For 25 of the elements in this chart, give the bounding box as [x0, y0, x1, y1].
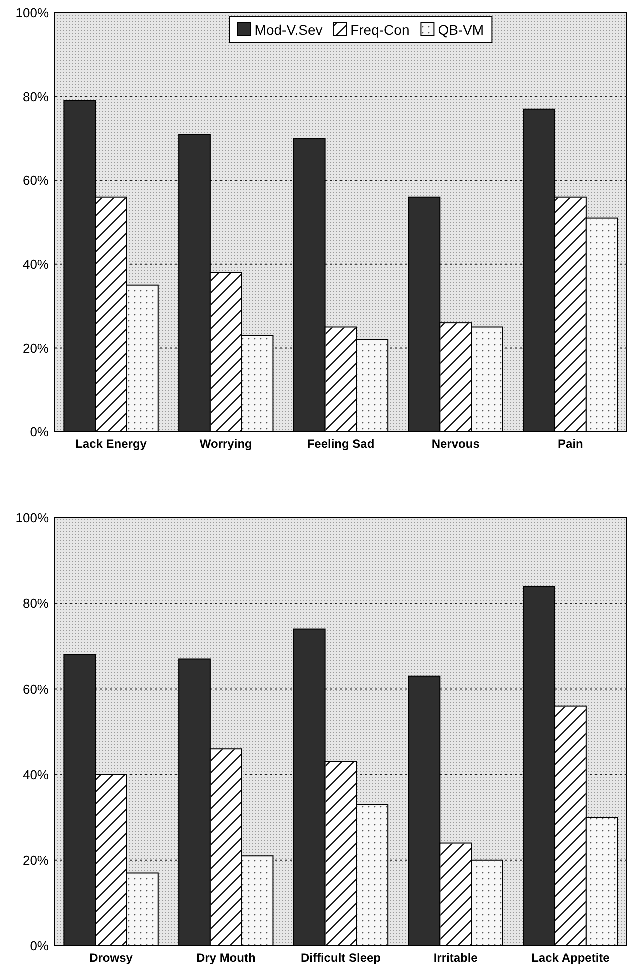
legend-label: Mod-V.Sev — [254, 22, 323, 38]
legend-label: Freq-Con — [350, 22, 410, 38]
x-tick-label: Irritable — [434, 951, 478, 965]
x-tick-label: Dry Mouth — [196, 951, 256, 965]
y-tick-label: 80% — [22, 596, 50, 612]
x-tick-label: Lack Energy — [76, 437, 148, 451]
x-tick-label: Drowsy — [90, 951, 134, 965]
y-tick-label: 20% — [22, 852, 50, 868]
x-tick-label: Feeling Sad — [307, 437, 375, 451]
y-tick-label: 0% — [30, 424, 50, 440]
y-tick-label: 40% — [22, 256, 50, 272]
y-tick-label: 20% — [22, 340, 50, 356]
y-tick-label: 60% — [22, 682, 50, 697]
y-tick-label: 0% — [30, 938, 50, 954]
x-tick-label: Worrying — [200, 437, 252, 451]
x-tick-label: Difficult Sleep — [300, 951, 382, 965]
x-tick-label: Pain — [558, 437, 584, 451]
legend-label: QB-VM — [438, 22, 484, 38]
y-tick-label: 80% — [22, 89, 50, 104]
y-tick-label: 100% — [16, 510, 50, 526]
y-tick-label: 40% — [22, 767, 50, 782]
y-tick-label: 100% — [16, 6, 50, 21]
y-tick-label: 60% — [22, 173, 50, 188]
x-tick-label: Lack Appetite — [532, 951, 610, 965]
x-tick-label: Nervous — [432, 437, 480, 451]
